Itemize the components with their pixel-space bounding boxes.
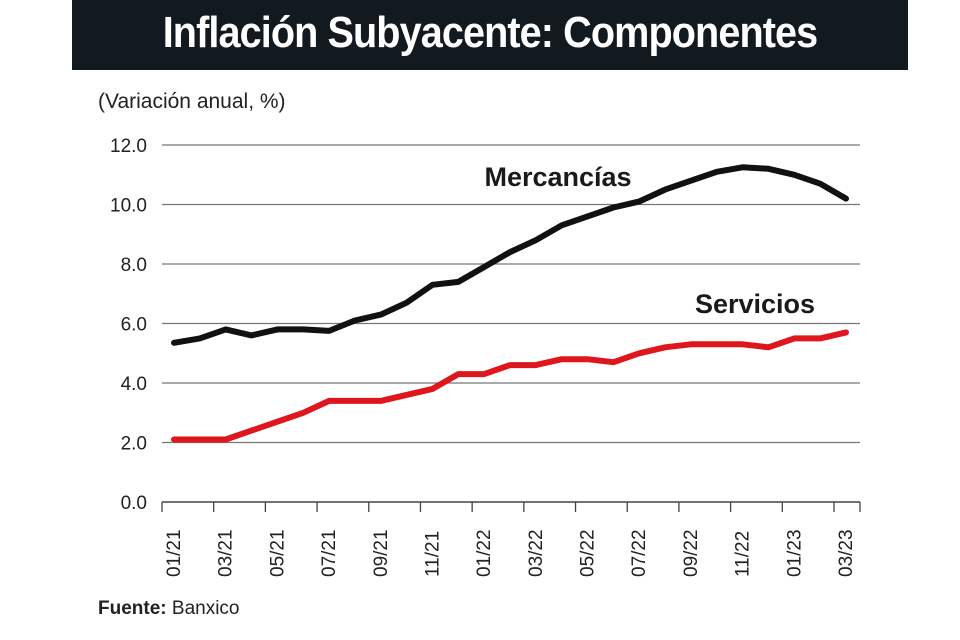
x-tick-label: 09/22	[681, 529, 702, 577]
x-tick-label: 03/21	[216, 529, 237, 577]
x-tick-label: 01/23	[784, 529, 805, 577]
x-tick-label: 01/22	[474, 529, 495, 577]
x-tick-label: 11/22	[733, 531, 754, 577]
series-label-mercancias: Mercancías	[484, 162, 631, 192]
x-tick-label: 09/21	[371, 529, 392, 577]
y-tick-label: 10.0	[110, 196, 147, 217]
source-note: Fuente: Banxico	[98, 598, 240, 620]
y-tick-label: 4.0	[121, 374, 147, 395]
x-tick-label: 03/22	[526, 529, 547, 577]
y-tick-label: 0.0	[121, 493, 147, 514]
series-label-servicios: Servicios	[695, 289, 815, 319]
y-tick-label: 8.0	[121, 255, 147, 276]
x-tick-label: 11/21	[422, 531, 443, 577]
source-value: Banxico	[171, 598, 240, 619]
series-line-servicios	[171, 329, 849, 443]
title-bar: Inflación Subyacente: Componentes	[72, 0, 908, 70]
x-tick-label: 05/21	[267, 529, 288, 577]
x-tick-label: 05/22	[578, 529, 599, 577]
y-tick-label: 2.0	[121, 434, 147, 455]
y-tick-label: 12.0	[110, 136, 147, 157]
source-label: Fuente:	[98, 598, 167, 619]
x-tick-label: 01/21	[164, 529, 185, 577]
chart-title: Inflación Subyacente: Componentes	[162, 8, 819, 57]
y-tick-label: 6.0	[121, 315, 147, 336]
x-tick-label: 03/23	[836, 529, 857, 577]
x-tick-label: 07/22	[629, 529, 650, 577]
x-tick-label: 07/21	[319, 529, 340, 577]
chart-subtitle: (Variación anual, %)	[98, 90, 286, 113]
